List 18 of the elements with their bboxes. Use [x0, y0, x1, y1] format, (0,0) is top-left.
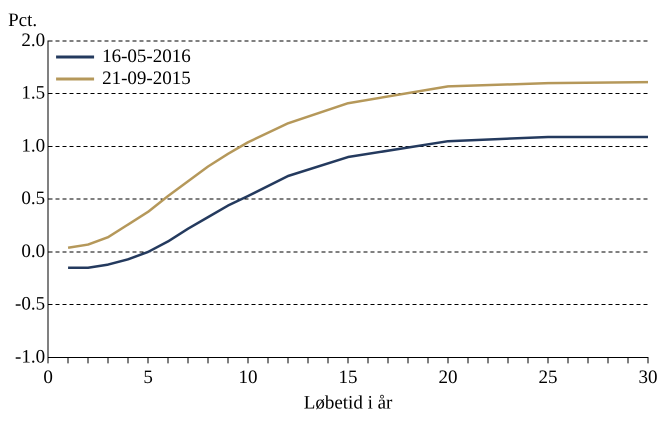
x-tick-label: 10 [238, 366, 258, 388]
y-tick-label: 0.5 [21, 188, 46, 210]
x-tick-label: 20 [438, 366, 458, 388]
y-tick-label: 0.0 [21, 240, 46, 262]
x-axis-title: Løbetid i år [304, 392, 394, 414]
x-tick-label: 0 [43, 366, 53, 388]
x-tick-label: 30 [638, 366, 658, 388]
y-tick-label: -1.0 [15, 346, 46, 368]
x-tick-label: 25 [538, 366, 558, 388]
legend-label: 16-05-2016 [102, 46, 191, 67]
y-tick-label: -0.5 [15, 294, 46, 315]
x-tick-label: 5 [143, 366, 153, 388]
y-axis-title: Pct. [8, 10, 38, 31]
legend-label: 21-09-2015 [102, 68, 191, 89]
y-tick-label: 1.0 [21, 135, 46, 156]
y-tick-label: 2.0 [21, 30, 46, 51]
y-tick-label: 1.5 [21, 82, 46, 104]
x-tick-label: 15 [338, 366, 358, 388]
